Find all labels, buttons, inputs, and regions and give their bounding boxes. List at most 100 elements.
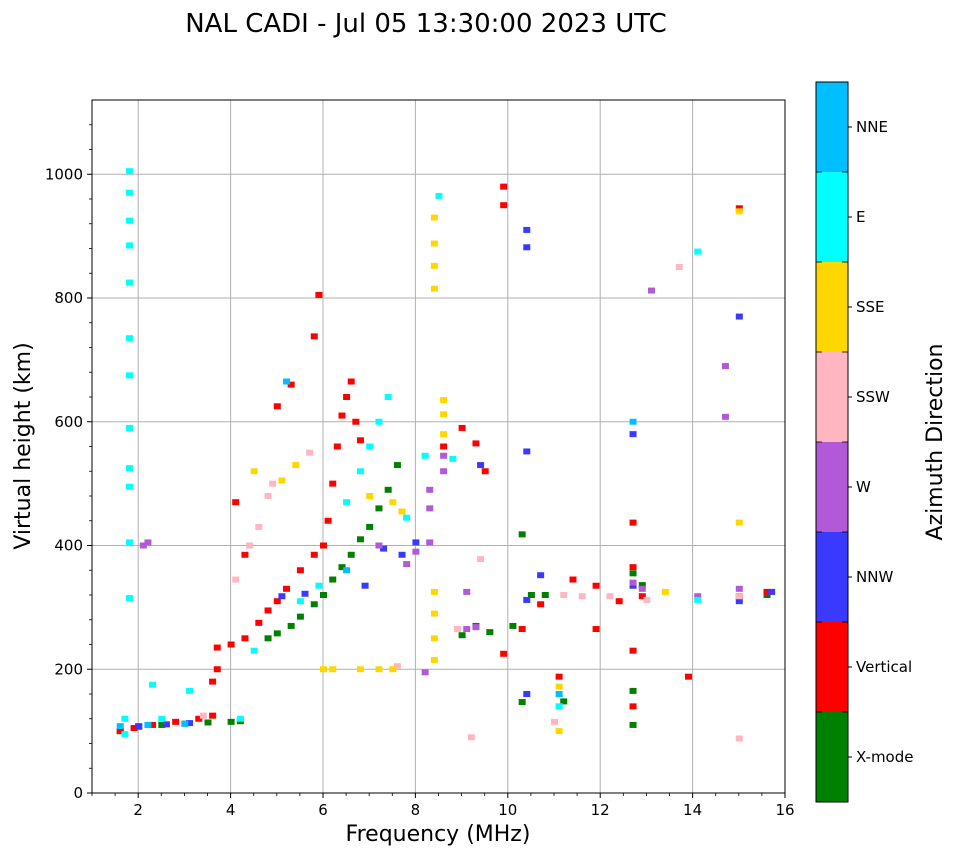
x-axis-ticks: 2 4 6 8 10 12 14 16 xyxy=(91,793,795,819)
chart-title: NAL CADI - Jul 05 13:30:00 2023 UTC xyxy=(185,9,667,39)
data-point xyxy=(375,418,383,425)
data-point xyxy=(125,595,133,602)
data-point xyxy=(615,598,623,605)
colorbar-swatch xyxy=(816,262,848,352)
data-point xyxy=(629,431,637,438)
data-point xyxy=(629,721,637,728)
data-point xyxy=(426,486,434,493)
data-point xyxy=(264,493,272,499)
data-point xyxy=(629,564,637,571)
data-point xyxy=(551,718,558,725)
colorbar-tick-label: X-mode xyxy=(856,748,913,766)
data-point xyxy=(458,424,466,431)
colorbar-swatch xyxy=(816,172,848,262)
data-point xyxy=(135,723,143,730)
data-point xyxy=(287,381,295,388)
data-point xyxy=(527,592,535,598)
x-axis-label: Frequency (MHz) xyxy=(346,822,531,847)
data-point xyxy=(324,517,332,524)
data-point xyxy=(426,505,434,512)
data-point xyxy=(638,585,646,592)
data-point xyxy=(315,291,323,298)
data-point xyxy=(440,452,448,459)
data-point xyxy=(629,703,637,710)
colorbar-tick-label: Vertical xyxy=(856,658,912,676)
data-point xyxy=(172,718,180,725)
data-point xyxy=(384,486,392,493)
data-point xyxy=(232,576,240,583)
data-point xyxy=(477,462,485,469)
colorbar-tick-label: SSW xyxy=(856,388,890,406)
data-point xyxy=(158,715,166,722)
data-point xyxy=(320,666,327,673)
data-point xyxy=(430,285,438,292)
data-point xyxy=(440,397,448,404)
data-point xyxy=(629,647,637,654)
y-tick-label: 600 xyxy=(54,413,83,431)
colorbar-tick-label: NNE xyxy=(856,118,888,136)
data-point xyxy=(523,244,531,251)
data-points xyxy=(116,168,776,742)
data-point xyxy=(648,287,656,294)
data-point xyxy=(453,626,461,633)
data-point xyxy=(486,629,494,636)
data-point xyxy=(435,192,443,199)
data-point xyxy=(477,556,485,563)
data-point xyxy=(273,403,281,410)
data-point xyxy=(209,678,217,685)
data-point xyxy=(403,514,411,521)
data-point xyxy=(500,650,508,657)
data-point xyxy=(227,641,235,648)
data-point xyxy=(518,699,526,706)
colorbar-swatch xyxy=(816,352,848,442)
data-point xyxy=(463,588,471,595)
data-point xyxy=(440,443,448,450)
data-point xyxy=(500,202,508,209)
data-point xyxy=(375,505,383,512)
data-point xyxy=(125,217,133,224)
data-point xyxy=(296,567,304,574)
data-point xyxy=(638,593,646,600)
data-point xyxy=(287,622,295,629)
data-point xyxy=(768,588,776,595)
data-point xyxy=(301,590,309,597)
data-point xyxy=(694,596,702,603)
data-point xyxy=(403,561,411,568)
data-point xyxy=(629,687,637,694)
data-point xyxy=(560,698,568,705)
data-point xyxy=(440,411,448,418)
x-tick-label: 16 xyxy=(775,801,794,819)
data-point xyxy=(329,576,337,583)
data-point xyxy=(310,551,318,558)
data-point xyxy=(472,440,480,447)
data-point xyxy=(204,719,212,726)
data-point xyxy=(352,418,360,425)
colorbar-swatch xyxy=(816,442,848,532)
colorbar-frame xyxy=(815,81,849,803)
data-point xyxy=(125,483,133,490)
data-point xyxy=(398,508,406,515)
data-point xyxy=(329,480,337,487)
data-point xyxy=(555,673,563,680)
data-point xyxy=(467,734,475,741)
data-point xyxy=(555,703,563,710)
data-point xyxy=(518,531,526,538)
data-point xyxy=(675,264,683,271)
data-point xyxy=(343,499,351,506)
data-point xyxy=(162,721,170,728)
data-point xyxy=(232,499,240,506)
data-point xyxy=(310,333,318,340)
data-point xyxy=(537,572,545,579)
colorbar-swatch xyxy=(816,82,848,172)
data-point xyxy=(430,214,438,221)
data-point xyxy=(209,712,217,719)
data-point xyxy=(684,673,692,680)
data-point xyxy=(347,378,355,385)
data-point xyxy=(250,647,258,654)
data-point xyxy=(763,592,771,598)
data-point xyxy=(149,721,157,728)
y-tick-label: 200 xyxy=(54,660,83,678)
data-point xyxy=(555,683,563,690)
y-axis-ticks: 0 200 400 600 800 1000 xyxy=(45,124,92,802)
data-point xyxy=(278,477,286,484)
